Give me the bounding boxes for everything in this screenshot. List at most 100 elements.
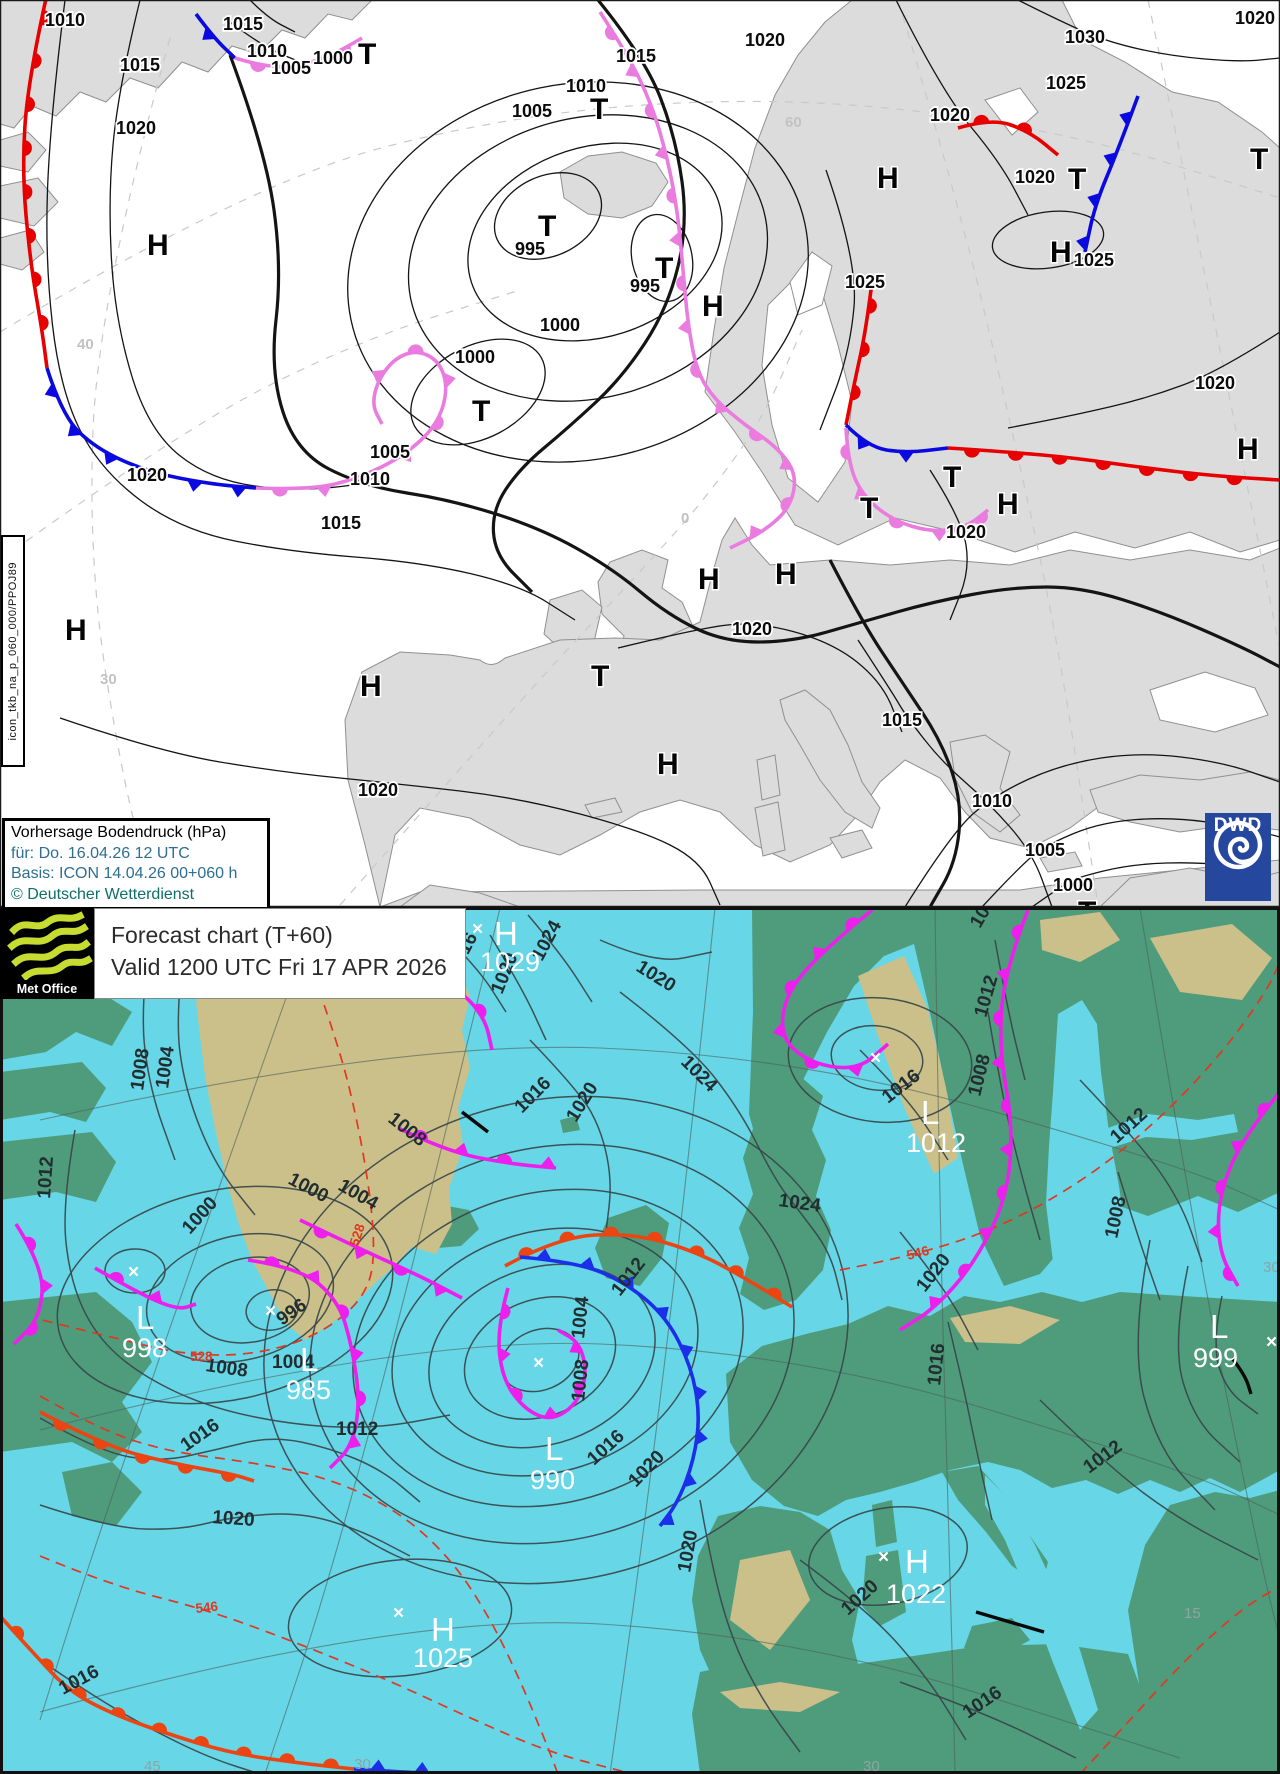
mw-label: L: [300, 1341, 318, 1378]
mi-label: 1012: [34, 1156, 58, 1200]
dp-label: 1010: [566, 76, 606, 96]
dwd-cold-front: [45, 367, 257, 490]
dg-label: 60: [785, 114, 802, 131]
met-occluded-front: [12, 1223, 44, 1346]
dwd-legend-title: Vorhersage Bodendruck (hPa): [11, 824, 227, 841]
mr-label: 546: [195, 1599, 219, 1616]
dp-label: 1010: [350, 469, 390, 489]
met-office-logo-text: Met Office: [16, 982, 78, 996]
mx-label: ×: [1266, 1332, 1277, 1353]
met-header-title: Forecast chart (T+60): [111, 922, 333, 948]
dp-label: 1005: [370, 442, 410, 462]
dwd-legend-box: Vorhersage Bodendruck (hPa) für: Do. 16.…: [2, 818, 270, 910]
mx-label: ×: [533, 1353, 544, 1374]
dwd-warm-front: [957, 120, 1060, 157]
mi-label: 1004: [568, 1295, 593, 1340]
mv-label: 1029: [480, 947, 540, 977]
dl-label: T: [591, 660, 609, 693]
mr-label: 546: [905, 1243, 931, 1263]
dl-label: T: [358, 38, 376, 71]
dl-label: H: [997, 488, 1019, 521]
dp-label: 1030: [1065, 27, 1105, 47]
dp-label: 1005: [1025, 840, 1065, 860]
dwd-occluded-front: [598, 11, 797, 550]
mg-label: 30: [354, 1756, 371, 1773]
mv-label: 1025: [413, 1643, 473, 1673]
mw-label: H: [905, 1543, 929, 1580]
dp-label: 1020: [1235, 8, 1275, 28]
mv-label: 990: [530, 1465, 575, 1495]
dp-label: 1010: [247, 41, 287, 61]
dl-label: T: [538, 210, 556, 243]
dg-label: 30: [100, 671, 117, 688]
dl-label: H: [1237, 433, 1259, 466]
dp-label: 1020: [1195, 373, 1235, 393]
dwd-legend-copyright: © Deutscher Wetterdienst: [11, 885, 195, 903]
met-occluded-front: [299, 1218, 463, 1300]
dl-label: H: [702, 290, 724, 323]
mr-label: 528: [190, 1349, 213, 1364]
dp-label: 1025: [1074, 250, 1114, 270]
dp-label: 1005: [512, 101, 552, 121]
mr-label: 528: [347, 1221, 368, 1248]
met-chart: 1008100410121000100010041008101610201024…: [0, 907, 1280, 1774]
mv-label: 1012: [906, 1128, 966, 1158]
dwd-warm-front: [21, 0, 49, 369]
mi-label: 1012: [336, 1419, 378, 1440]
met-forecast-header: Forecast chart (T+60) Valid 1200 UTC Fri…: [94, 908, 466, 999]
dl-label: T: [590, 93, 608, 126]
mw-label: H: [494, 915, 518, 952]
mw-label: L: [136, 1299, 154, 1336]
mw-label: L: [1210, 1308, 1228, 1345]
dp-label: 1020: [116, 118, 156, 138]
met-occluded-front: [247, 1258, 360, 1470]
mi-label: 1004: [272, 1352, 315, 1373]
mx-label: ×: [393, 1603, 404, 1624]
dp-label: 1000: [540, 315, 580, 335]
dwd-logo-text: DWD: [1213, 815, 1263, 836]
dp-label: 995: [630, 276, 660, 296]
dwd-cold-front: [844, 423, 949, 454]
dl-label: H: [1050, 236, 1072, 269]
mx-label: ×: [870, 1048, 881, 1069]
dl-label: H: [657, 748, 679, 781]
dp-label: 1020: [358, 780, 398, 800]
dp-label: 1020: [1015, 167, 1055, 187]
dp-label: 1010: [972, 791, 1012, 811]
mx-label: ×: [265, 1301, 276, 1322]
dl-label: H: [65, 614, 87, 647]
dwd-logo: DWD: [1205, 813, 1271, 901]
mv-label: 998: [122, 1333, 167, 1363]
dp-label: 1005: [271, 58, 311, 78]
dp-label: 1015: [120, 55, 160, 75]
met-office-logo: Met Office: [0, 908, 94, 999]
dg-label: 40: [77, 336, 94, 353]
dp-label: 1020: [930, 105, 970, 125]
mg-label: 30: [1263, 1259, 1280, 1276]
dwd-legend-valid-time: für: Do. 16.04.26 12 UTC: [11, 844, 190, 862]
met-cold-front: [519, 1255, 700, 1528]
met-office-waves-icon: [7, 911, 93, 980]
dp-label: 1020: [127, 465, 167, 485]
dwd-spiral-icon: [1213, 820, 1263, 870]
dp-label: 1010: [45, 10, 85, 30]
mv-label: 1022: [886, 1579, 946, 1609]
mv-label: 985: [286, 1375, 331, 1405]
mg-label: 30: [863, 1758, 880, 1774]
dl-label: H: [877, 162, 899, 195]
dp-label: 995: [515, 239, 545, 259]
dwd-legend-model-basis: Basis: ICON 14.04.26 00+060 h: [11, 865, 238, 882]
dwd-occluded-front: [844, 427, 990, 533]
dl-label: T: [655, 252, 673, 285]
mx-label: ×: [472, 919, 483, 940]
dl-label: T: [1078, 896, 1096, 929]
dwd-side-caption-box: icon_tkb_na_p_060_000/PPOJ89: [1, 535, 25, 767]
mw-label: L: [545, 1430, 563, 1467]
dp-label: 1020: [745, 30, 785, 50]
mi-label: 1020: [212, 1507, 256, 1531]
dp-label: 1000: [1053, 875, 1093, 895]
met-occluded-front: [780, 908, 890, 1070]
